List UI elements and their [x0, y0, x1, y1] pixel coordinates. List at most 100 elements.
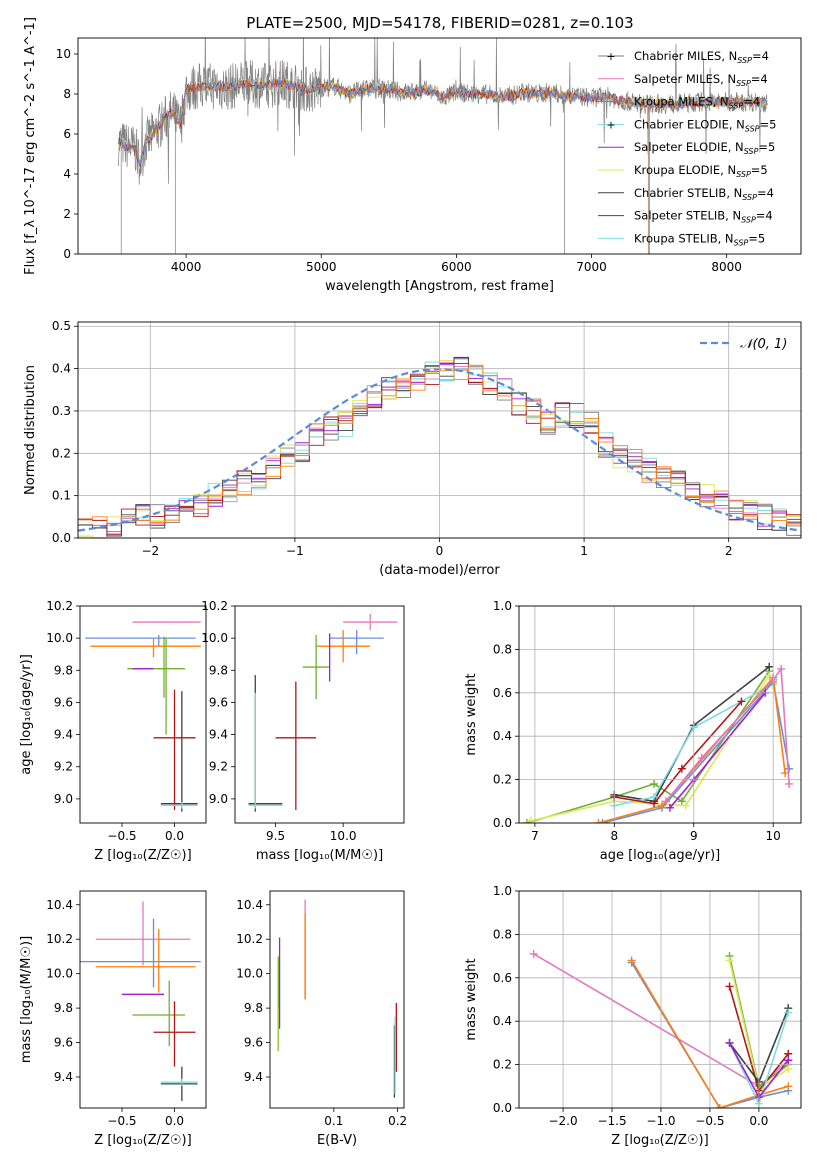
- x-tick-label: −0.5: [107, 1114, 136, 1128]
- x-tick-label: 0.0: [749, 1114, 768, 1128]
- legend-label-count: =4: [757, 186, 774, 200]
- x-tick-label: 2: [725, 544, 733, 558]
- errorbar-point: [90, 638, 201, 658]
- errorbar-point: [85, 634, 196, 647]
- y-tick-label: 10.0: [236, 967, 263, 981]
- y-tick-label: 9.8: [209, 663, 228, 677]
- x-tick-label: 4000: [171, 260, 202, 274]
- errorbar-point: [248, 692, 283, 809]
- y-tick-label: 0.2: [52, 446, 71, 460]
- y-tick-label: 0.0: [52, 531, 71, 545]
- legend-label-text: Salpeter MILES, N: [634, 72, 736, 86]
- y-axis-label: mass [log₁₀(M/M☉)]: [19, 936, 34, 1063]
- legend-label-count: =4: [751, 72, 768, 86]
- legend-label-subscript: SSP: [741, 216, 756, 225]
- y-tick-label: 9.0: [209, 792, 228, 806]
- y-tick-label: 9.6: [244, 1036, 263, 1050]
- legend-label-count: =4: [756, 209, 773, 223]
- y-tick-label: 10.0: [201, 631, 228, 645]
- axes-frame: [518, 890, 802, 1109]
- data-point-marker: [725, 1038, 734, 1047]
- data-point-marker: [737, 697, 746, 706]
- y-tick-label: 9.4: [209, 728, 228, 742]
- y-tick-label: 0.8: [493, 642, 512, 656]
- x-tick-label: 0.0: [165, 1114, 184, 1128]
- data-point-marker: [661, 797, 670, 806]
- y-tick-label: 9.6: [54, 1036, 73, 1050]
- legend-label-text: Salpeter ELODIE, N: [634, 140, 744, 154]
- legend-label-subscript: SSP: [736, 79, 751, 88]
- y-tick-label: 10.0: [46, 967, 73, 981]
- y-tick-label: 9.8: [54, 1001, 73, 1015]
- legend-label-text: Kroupa STELIB, N: [634, 231, 734, 245]
- x-tick-label: −0.5: [695, 1114, 724, 1128]
- y-tick-label: 2: [63, 207, 71, 221]
- errorbar-point: [80, 918, 201, 988]
- x-tick-label: −2.0: [548, 1114, 577, 1128]
- chart-age-vs-Z: −0.5 0.0 9.0 9.2 9.4 9.6 9.8 10.0 10.2 Z [log₁₀(Z…: [19, 599, 207, 863]
- chart-mass-vs-ebv: 0.1 0.2 9.4 9.6 9.8 10.0 10.2 10.4 E(B-V): [236, 890, 407, 1148]
- x-tick-label: −1.0: [646, 1114, 675, 1128]
- plot-area: [248, 614, 398, 812]
- plot-area: [522, 662, 794, 823]
- axes-frame: [79, 890, 207, 1109]
- y-axis-label: mass weight: [464, 673, 479, 755]
- y-tick-label: 9.4: [244, 1070, 263, 1084]
- y-tick-label: 0.0: [493, 816, 512, 830]
- series-line: [530, 674, 770, 822]
- model-spectrum-line: [118, 77, 768, 166]
- y-tick-label: 10: [56, 47, 71, 61]
- legend-label-text: Chabrier MILES, N: [634, 49, 737, 63]
- y-tick-label: 0.4: [493, 729, 512, 743]
- data-point-marker: [681, 801, 690, 810]
- x-tick-label: 7: [531, 829, 539, 843]
- legend-label-subscript: SSP: [742, 193, 757, 202]
- legend-label-subscript: SSP: [734, 238, 749, 247]
- y-axis-label: Normed distribution: [23, 365, 38, 495]
- plot-area: [80, 901, 201, 1102]
- figure-title: PLATE=2500, MJD=54178, FIBERID=0281, z=0…: [246, 14, 633, 32]
- legend-marker: +: [606, 50, 615, 63]
- y-tick-label: 9.0: [54, 792, 73, 806]
- y-tick-label: 10.2: [201, 599, 228, 613]
- x-tick-label: 7000: [576, 260, 607, 274]
- legend-label: Salpeter MILES, NSSP=4: [634, 72, 768, 88]
- data-point-marker: [598, 819, 607, 823]
- legend-label: 𝒩(0, 1): [740, 337, 787, 352]
- data-point-marker: [785, 779, 794, 788]
- y-tick-label: 0.8: [493, 927, 512, 941]
- axes-frame: [518, 605, 802, 824]
- x-tick-label: 0: [436, 544, 444, 558]
- x-tick-label: 0.2: [388, 1114, 407, 1128]
- x-axis-label: age [log₁₀(age/yr)]: [600, 848, 721, 863]
- y-tick-label: 10.2: [46, 932, 73, 946]
- x-tick-label: 9: [690, 829, 698, 843]
- legend-label: Kroupa ELODIE, NSSP=5: [634, 163, 768, 179]
- data-point-marker: [725, 956, 734, 965]
- legend-label-count: =5: [748, 231, 765, 245]
- legend-label-count: =4: [743, 95, 760, 109]
- x-tick-label: 8: [611, 829, 619, 843]
- data-point-marker: [715, 1104, 724, 1108]
- y-tick-label: 9.2: [209, 760, 228, 774]
- legend-label: Chabrier MILES, NSSP=4: [634, 49, 769, 65]
- y-tick-label: 0.6: [493, 686, 512, 700]
- y-tick-label: 0.3: [52, 404, 71, 418]
- y-tick-label: 9.6: [209, 695, 228, 709]
- x-axis-label: Z [log₁₀(Z/Z☉)]: [611, 1133, 708, 1148]
- axes-frame: [234, 605, 405, 824]
- y-axis-label: mass weight: [464, 958, 479, 1040]
- errorbar-point: [95, 901, 191, 966]
- y-tick-label: 9.4: [54, 728, 73, 742]
- series-line: [669, 692, 766, 809]
- y-tick-label: 0.2: [493, 1058, 512, 1072]
- y-tick-label: 9.4: [54, 1070, 73, 1084]
- errorbar-point: [160, 1066, 198, 1102]
- errorbar-point: [160, 802, 198, 809]
- y-tick-label: 10.2: [46, 599, 73, 613]
- y-tick-label: 1.0: [493, 599, 512, 613]
- x-axis-label: wavelength [Angstrom, rest frame]: [325, 279, 554, 294]
- chart-residuals: −2 −1 0 1 2 0.0 0.1 0.2 0.3 0.4 0.5 (data-model)/er…: [23, 319, 802, 578]
- x-tick-label: −0.5: [107, 829, 136, 843]
- errorbar-point: [132, 980, 185, 1046]
